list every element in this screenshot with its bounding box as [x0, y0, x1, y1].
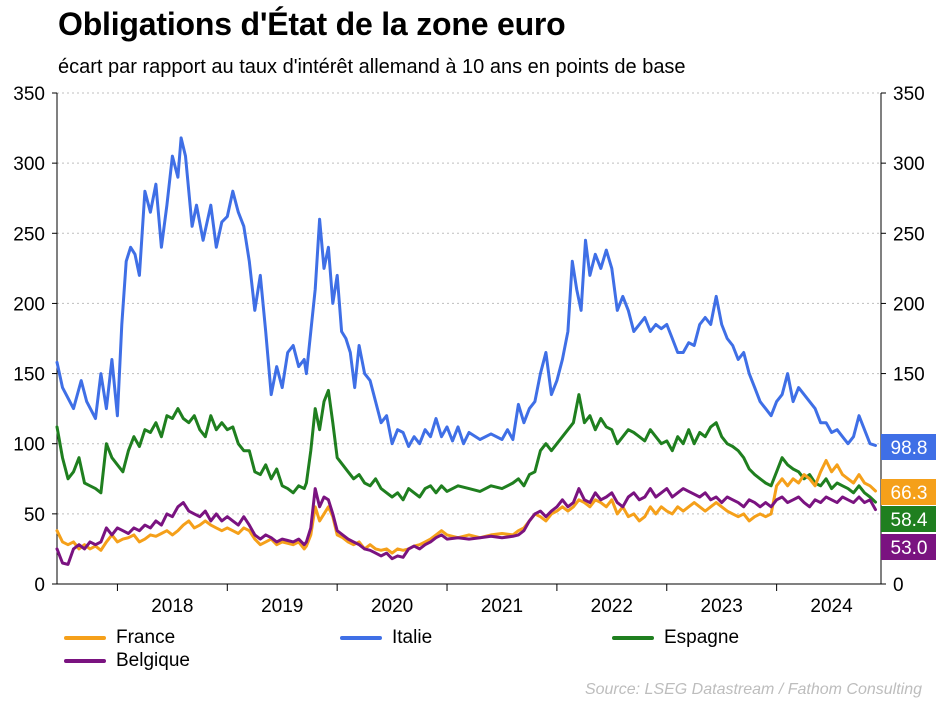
legend-item-france: France [64, 627, 175, 649]
page-subtitle: écart par rapport au taux d'intérêt alle… [58, 56, 686, 78]
x-tick-label: 2021 [481, 596, 523, 617]
y-tick-label-right: 300 [893, 154, 925, 175]
y-tick-label-left: 300 [13, 154, 45, 175]
end-label-france: 66.3 [891, 483, 928, 504]
legend-swatch-espagne [612, 636, 654, 640]
y-tick-label-right: 250 [893, 224, 925, 245]
legend-item-belgique: Belgique [64, 650, 190, 672]
legend-label-italie: Italie [392, 627, 433, 648]
source-note: Source: LSEG Datastream / Fathom Consult… [584, 681, 922, 698]
legend-swatch-france [64, 636, 106, 640]
y-tick-label-left: 0 [34, 575, 45, 596]
y-tick-label-left: 250 [13, 224, 45, 245]
legend-swatch-italie [340, 636, 382, 640]
legend-item-espagne: Espagne [612, 627, 739, 649]
legend-swatch-belgique [64, 659, 106, 663]
x-tick-label: 2020 [371, 596, 413, 617]
y-tick-label-right: 200 [893, 294, 925, 315]
end-label-box-france [881, 479, 936, 505]
end-label-box-italie [881, 434, 936, 460]
series-line-belgique [55, 487, 877, 566]
y-tick-label-left: 350 [13, 84, 45, 105]
page-title: Obligations d'État de la zone euro [58, 6, 566, 42]
end-label-box-belgique [881, 534, 936, 560]
x-tick-label: 2019 [261, 596, 303, 617]
y-tick-label-right: 0 [893, 575, 904, 596]
legend-item-italie: Italie [340, 627, 432, 649]
x-tick-label: 2023 [701, 596, 743, 617]
y-tick-label-right: 350 [893, 84, 925, 105]
series-line-france [55, 459, 877, 555]
y-tick-label-left: 200 [13, 294, 45, 315]
y-tick-label-right: 150 [893, 365, 925, 386]
series-line-espagne [55, 388, 877, 504]
y-tick-label-left: 50 [24, 505, 45, 526]
legend-label-espagne: Espagne [664, 627, 740, 648]
end-label-box-espagne [881, 506, 936, 532]
series-line-italie [55, 136, 877, 448]
x-tick-label: 2018 [151, 596, 193, 617]
end-label-italie: 98.8 [891, 438, 928, 459]
legend-label-belgique: Belgique [116, 650, 190, 671]
legend-label-france: France [116, 627, 176, 648]
x-tick-label: 2022 [591, 596, 633, 617]
end-label-espagne: 58.4 [891, 510, 928, 531]
end-label-belgique: 53.0 [891, 538, 928, 559]
x-tick-label: 2024 [810, 596, 853, 617]
y-tick-label-left: 150 [13, 365, 45, 386]
y-tick-label-left: 100 [13, 435, 45, 456]
